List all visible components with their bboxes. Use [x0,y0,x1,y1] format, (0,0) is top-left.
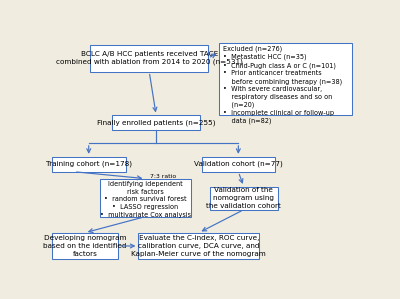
FancyBboxPatch shape [112,115,200,130]
FancyBboxPatch shape [138,233,259,259]
FancyBboxPatch shape [210,187,278,210]
Text: BCLC A/B HCC patients received TACE
combined with ablation from 2014 to 2020 (n=: BCLC A/B HCC patients received TACE comb… [56,51,243,65]
FancyBboxPatch shape [219,43,352,115]
FancyBboxPatch shape [52,157,126,172]
Text: Developing nomogram
based on the identified
factors: Developing nomogram based on the identif… [43,235,127,257]
Text: 7:3 ratio: 7:3 ratio [150,174,176,179]
FancyBboxPatch shape [52,233,118,259]
FancyBboxPatch shape [90,45,208,71]
Text: Identifying idependent
risk factors
•  random survival forest
•  LASSO regressio: Identifying idependent risk factors • ra… [100,181,191,218]
Text: Evaluate the C-index, ROC curve,
calibration curve, DCA curve, and
Kaplan-Meier : Evaluate the C-index, ROC curve, calibra… [132,235,266,257]
FancyBboxPatch shape [100,179,191,216]
FancyBboxPatch shape [202,157,275,172]
Text: Finally enrolled patients (n=255): Finally enrolled patients (n=255) [97,120,216,126]
Text: Excluded (n=276)
•  Metastatic HCC (n=35)
•  Child-Pugh class A or C (n=101)
•  : Excluded (n=276) • Metastatic HCC (n=35)… [223,45,342,124]
Text: Validation of the
nomogram using
the validation cohort: Validation of the nomogram using the val… [206,187,281,209]
Text: Validation cohort (n=77): Validation cohort (n=77) [194,161,283,167]
Text: Training cohort (n=178): Training cohort (n=178) [46,161,132,167]
